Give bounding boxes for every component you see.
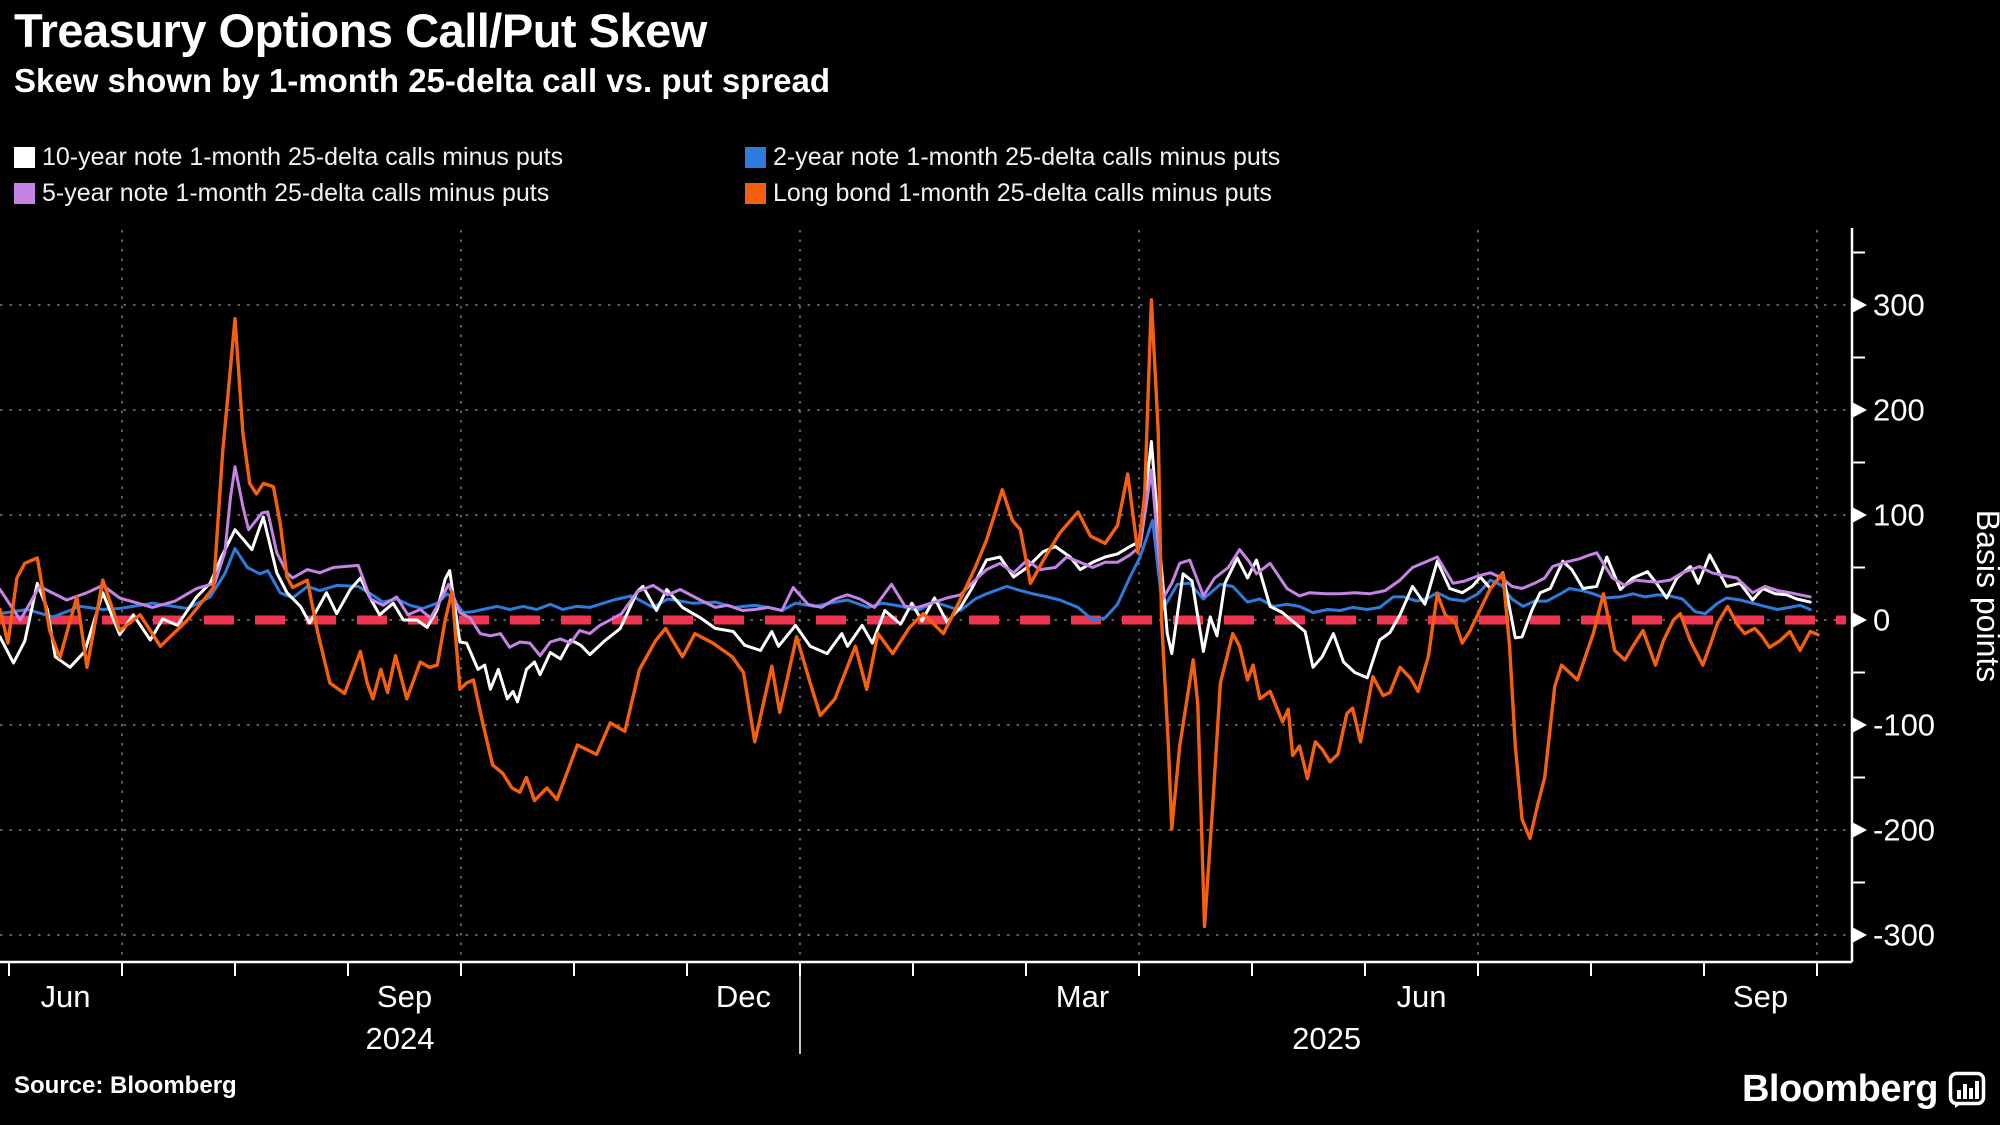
- x-month-label: Jun: [41, 979, 91, 1014]
- x-month-label: Jun: [1397, 979, 1447, 1014]
- legend-swatch: [745, 182, 766, 204]
- legend-swatch: [745, 146, 766, 168]
- legend-item-2: 5-year note 1-month 25-delta calls minus…: [14, 178, 549, 208]
- legend-swatch: [14, 146, 35, 168]
- legend-item-3: Long bond 1-month 25-delta calls minus p…: [745, 178, 1272, 208]
- bloomberg-logo: Bloomberg: [1742, 1068, 1986, 1111]
- x-month-label: Sep: [377, 979, 432, 1014]
- y-tick-label: 300: [1873, 288, 1925, 323]
- chart-header: Treasury Options Call/Put Skew Skew show…: [14, 6, 830, 100]
- y-tick-label: 100: [1873, 498, 1925, 533]
- series-line-2: [0, 465, 1812, 658]
- legend-label: 5-year note 1-month 25-delta calls minus…: [42, 178, 550, 207]
- x-year-label: 2025: [1292, 1021, 1361, 1056]
- series-line-1: [0, 518, 1812, 622]
- y-tick-arrow: [1852, 822, 1867, 838]
- y-tick-label: -100: [1873, 708, 1935, 743]
- y-tick-arrow: [1852, 507, 1867, 523]
- chart-subtitle: Skew shown by 1-month 25-delta call vs. …: [14, 61, 831, 99]
- page-title: Treasury Options Call/Put Skew: [14, 4, 707, 57]
- legend-item-0: 10-year note 1-month 25-delta calls minu…: [14, 142, 563, 172]
- y-tick-label: 200: [1873, 393, 1925, 428]
- bloomberg-terminal-icon: [1948, 1071, 1986, 1108]
- legend-item-1: 2-year note 1-month 25-delta calls minus…: [745, 142, 1280, 172]
- y-tick-arrow: [1852, 927, 1867, 943]
- legend-label: Long bond 1-month 25-delta calls minus p…: [773, 178, 1272, 207]
- legend-label: 2-year note 1-month 25-delta calls minus…: [773, 142, 1281, 171]
- y-tick-label: 0: [1873, 603, 1890, 638]
- legend-swatch: [14, 182, 35, 204]
- y-tick-arrow: [1852, 717, 1867, 733]
- x-month-label: Dec: [716, 979, 771, 1014]
- series-line-3: [0, 298, 1820, 929]
- x-month-label: Mar: [1056, 979, 1109, 1014]
- y-tick-label: -300: [1873, 918, 1935, 953]
- source-note: Source: Bloomberg: [14, 1072, 237, 1099]
- y-tick-arrow: [1852, 402, 1867, 418]
- x-month-label: Sep: [1733, 979, 1788, 1014]
- legend-label: 10-year note 1-month 25-delta calls minu…: [42, 142, 564, 171]
- y-tick-arrow: [1852, 297, 1867, 313]
- bloomberg-wordmark: Bloomberg: [1741, 1068, 1939, 1110]
- x-year-label: 2024: [365, 1021, 434, 1056]
- y-axis-title: Basis points: [1970, 510, 2000, 683]
- y-tick-arrow: [1852, 612, 1867, 628]
- series-line-0: [0, 440, 1812, 704]
- y-tick-label: -200: [1873, 813, 1935, 848]
